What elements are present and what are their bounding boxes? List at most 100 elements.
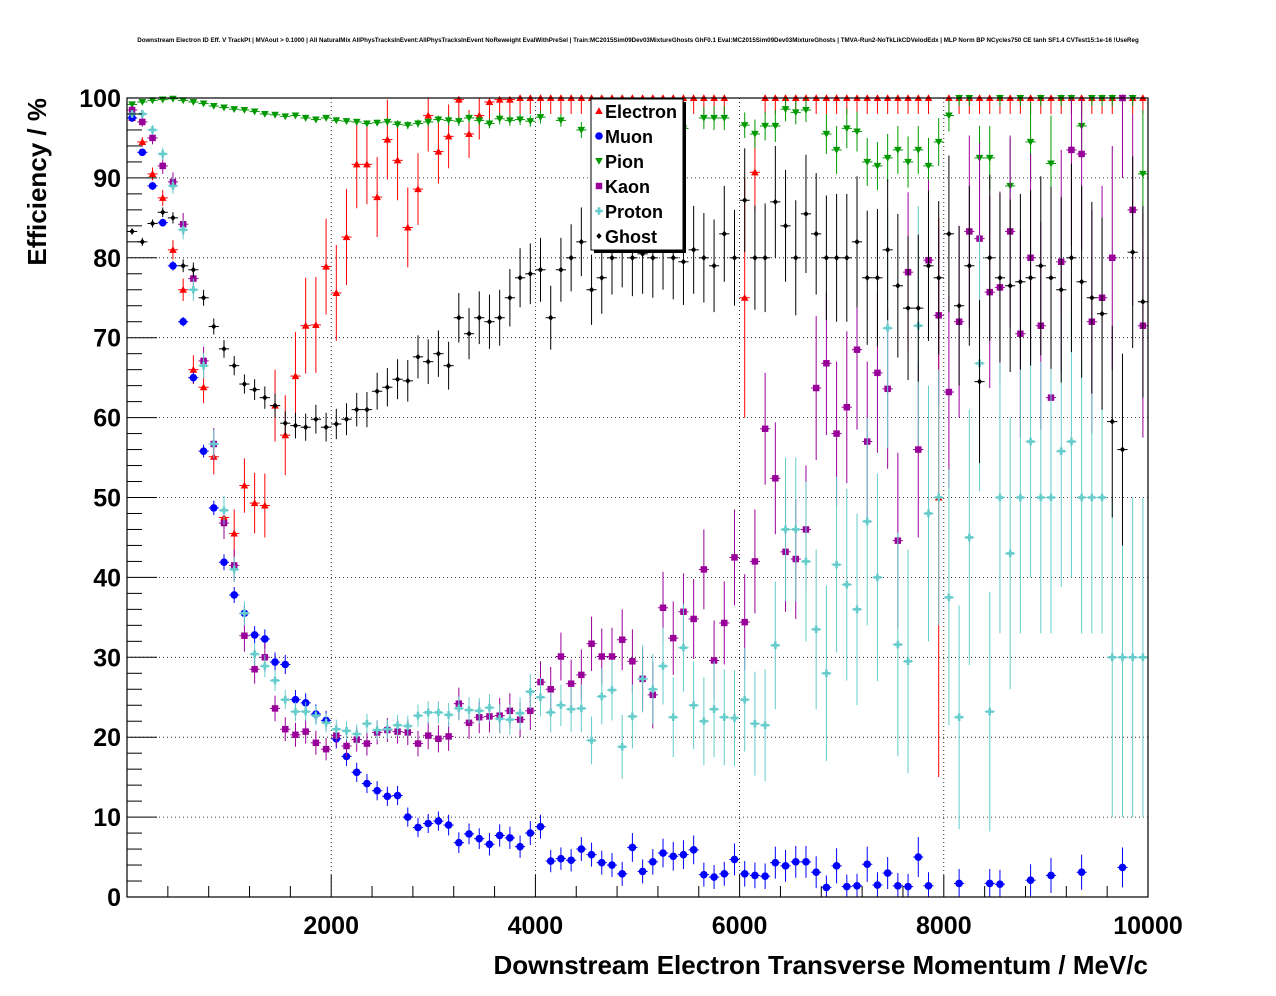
kaon-point (618, 636, 626, 643)
proton-point (230, 565, 239, 574)
proton-point (894, 640, 902, 649)
ghost-point (711, 262, 717, 269)
x-tick-label: 6000 (712, 912, 768, 940)
pion-point (720, 114, 729, 122)
ghost-point (1130, 249, 1136, 256)
proton-point (1016, 493, 1025, 502)
proton-point (1118, 653, 1127, 662)
electron-point (383, 135, 392, 143)
pion-point (240, 106, 249, 114)
kaon-point (761, 425, 769, 433)
y-tick-label: 50 (93, 485, 121, 513)
ghost-point (1089, 294, 1095, 301)
kaon-point (588, 640, 595, 647)
pion-point (883, 154, 892, 162)
muon-point (853, 882, 861, 890)
proton-point (608, 686, 616, 694)
proton-point (730, 714, 739, 722)
proton-point (1006, 549, 1014, 558)
muon-point (148, 182, 157, 190)
proton-point (710, 705, 718, 714)
muon-point (863, 860, 872, 869)
pion-point (363, 120, 371, 128)
ghost-point (650, 254, 656, 261)
pion-point (199, 100, 208, 108)
ghost-point (527, 270, 533, 277)
ghost-point (833, 254, 840, 261)
pion-point (1047, 160, 1055, 168)
legend-box (590, 98, 684, 251)
pion-point (434, 116, 443, 124)
proton-point (843, 580, 851, 589)
muon-point (873, 881, 882, 889)
electron-point (240, 481, 249, 489)
legend-marker-muon (595, 132, 603, 140)
kaon-point (527, 707, 534, 715)
kaon-point (322, 745, 330, 753)
proton-point (444, 711, 453, 719)
proton-point (434, 708, 443, 717)
series-pion (127, 94, 1148, 238)
ghost-point (558, 266, 564, 273)
proton-point (669, 713, 678, 722)
electron-point (342, 233, 351, 241)
kaon-point (1109, 254, 1116, 262)
kaon-point (363, 740, 371, 747)
electron-point (485, 98, 494, 106)
pion-point (444, 117, 453, 125)
muon-point (1026, 876, 1035, 885)
proton-point (700, 717, 708, 726)
electron-point (148, 170, 157, 177)
ghost-point (211, 323, 217, 330)
proton-point (403, 722, 412, 730)
muon-point (597, 858, 606, 867)
x-axis-title: Downstream Electron Transverse Momentum … (493, 950, 1148, 980)
proton-point (240, 609, 249, 618)
muon-point (373, 786, 381, 795)
proton-point (1026, 437, 1035, 446)
ghost-point (884, 246, 891, 253)
proton-point (985, 707, 994, 716)
pion-point (312, 116, 320, 124)
ghost-point (517, 274, 523, 281)
muon-point (771, 858, 780, 867)
ghost-point (966, 262, 972, 269)
ghost-point (486, 318, 493, 325)
proton-point (138, 110, 147, 118)
muon-point (740, 870, 749, 878)
muon-point (281, 660, 290, 669)
ghost-point (782, 222, 789, 229)
muon-point (730, 855, 739, 864)
muon-point (618, 870, 626, 878)
muon-point (230, 591, 239, 599)
pion-point (843, 125, 851, 133)
proton-point (1088, 493, 1096, 502)
pion-point (148, 97, 157, 105)
ghost-point (854, 238, 860, 245)
ghost-point (354, 406, 360, 413)
pion-point (220, 104, 228, 112)
kaon-point (424, 732, 432, 739)
pion-point (475, 117, 484, 125)
ghost-point (742, 197, 748, 204)
muon-point (393, 791, 402, 800)
kaon-point (312, 739, 320, 747)
pion-point (455, 118, 463, 125)
ghost-point (445, 362, 452, 369)
kaon-point (343, 742, 350, 750)
pion-point (761, 122, 769, 130)
kaon-point (128, 106, 136, 114)
y-tick-label: 10 (93, 804, 121, 832)
pion-point (577, 126, 586, 134)
electron-point (312, 321, 320, 328)
legend-marker-pion (595, 157, 603, 165)
legend-marker-kaon (595, 182, 603, 190)
kaon-point (1078, 150, 1085, 158)
proton-point (618, 742, 626, 751)
ghost-point (905, 305, 911, 312)
y-tick-label: 80 (93, 245, 121, 273)
ghost-point (272, 402, 278, 409)
muon-point (516, 842, 524, 851)
muon-point (1077, 868, 1086, 877)
y-tick-label: 60 (93, 405, 121, 433)
